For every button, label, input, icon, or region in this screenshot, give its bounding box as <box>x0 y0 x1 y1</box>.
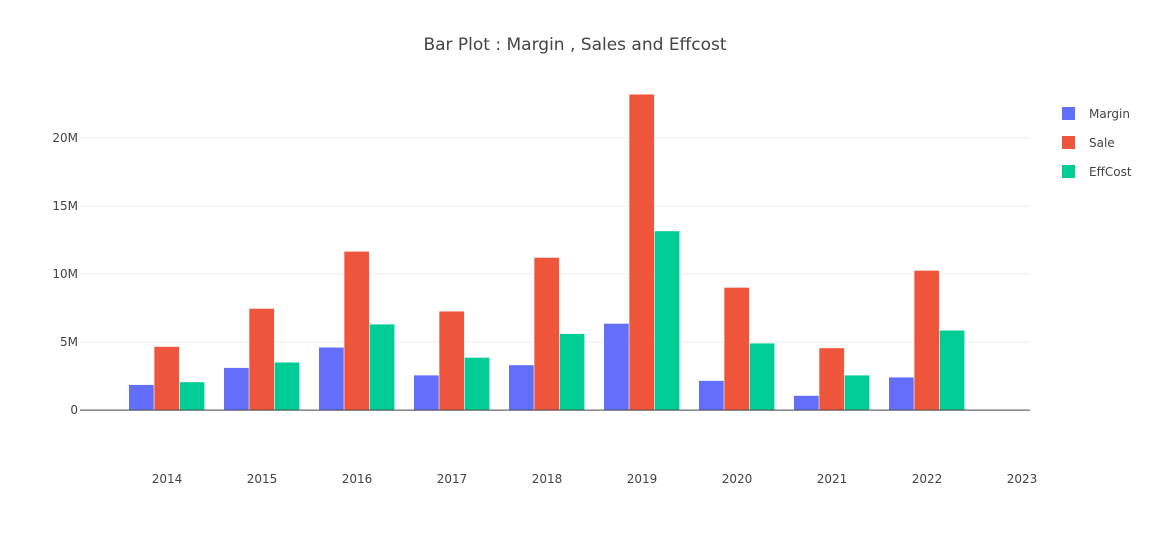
bar-margin-2021[interactable] <box>794 395 819 411</box>
x-tick-label: 2017 <box>437 472 468 486</box>
bar-margin-2017[interactable] <box>414 375 439 411</box>
y-tick-label: 5M <box>60 335 78 349</box>
x-tick-label: 2018 <box>532 472 563 486</box>
legend-swatch <box>1062 107 1075 120</box>
x-axis-ticks: 2014 2015 2016 2017 2018 2019 2020 2021 2022 2023 <box>152 472 1038 486</box>
bar-sale-2018[interactable] <box>534 257 560 411</box>
chart-title: Bar Plot : Margin , Sales and Effcost <box>423 35 726 55</box>
legend-item-sale[interactable]: Sale <box>1062 136 1115 150</box>
legend-item-effcost[interactable]: EffCost <box>1062 165 1132 179</box>
x-tick-label: 2021 <box>817 472 848 486</box>
bar-effcost-2018[interactable] <box>559 333 585 411</box>
bar-margin-2015[interactable] <box>224 367 249 411</box>
bar-margin-2014[interactable] <box>129 384 154 411</box>
legend-label: Margin <box>1089 107 1130 121</box>
bar-sale-2021[interactable] <box>819 348 845 411</box>
x-tick-label: 2023 <box>1007 472 1038 486</box>
bar-effcost-2017[interactable] <box>464 357 490 411</box>
bar-effcost-2014[interactable] <box>179 382 205 411</box>
bar-effcost-2020[interactable] <box>749 343 775 411</box>
legend: Margin Sale EffCost <box>1062 107 1132 179</box>
legend-item-margin[interactable]: Margin <box>1062 107 1130 121</box>
bar-sale-2019[interactable] <box>629 94 655 411</box>
x-tick-label: 2015 <box>247 472 278 486</box>
bar-effcost-2015[interactable] <box>274 362 300 411</box>
x-tick-label: 2020 <box>722 472 753 486</box>
bar-margin-2022[interactable] <box>889 377 914 411</box>
bar-margin-2016[interactable] <box>319 347 344 411</box>
x-tick-label: 2016 <box>342 472 373 486</box>
bar-sale-2015[interactable] <box>249 308 275 411</box>
x-tick-label: 2019 <box>627 472 658 486</box>
y-tick-label: 15M <box>52 199 78 213</box>
bar-sale-2017[interactable] <box>439 311 465 411</box>
bar-sale-2020[interactable] <box>724 287 750 411</box>
bar-effcost-2021[interactable] <box>844 375 870 411</box>
bar-margin-2020[interactable] <box>699 380 724 411</box>
legend-label: Sale <box>1089 136 1115 150</box>
legend-label: EffCost <box>1089 165 1132 179</box>
y-tick-label: 0 <box>70 403 78 417</box>
legend-swatch <box>1062 136 1075 149</box>
bar-margin-2019[interactable] <box>604 323 629 411</box>
bar-sale-2022[interactable] <box>914 270 940 411</box>
legend-swatch <box>1062 165 1075 178</box>
x-tick-label: 2022 <box>912 472 943 486</box>
x-tick-label: 2014 <box>152 472 183 486</box>
y-tick-label: 10M <box>52 267 78 281</box>
bar-sale-2016[interactable] <box>344 251 370 411</box>
bar-effcost-2019[interactable] <box>654 231 680 411</box>
y-axis-ticks: 0 5M 10M 15M 20M <box>52 131 78 417</box>
bars <box>80 94 1030 411</box>
bar-sale-2014[interactable] <box>154 346 180 411</box>
bar-effcost-2022[interactable] <box>939 330 965 411</box>
y-tick-label: 20M <box>52 131 78 145</box>
bar-margin-2018[interactable] <box>509 365 534 411</box>
bar-effcost-2016[interactable] <box>369 324 395 411</box>
